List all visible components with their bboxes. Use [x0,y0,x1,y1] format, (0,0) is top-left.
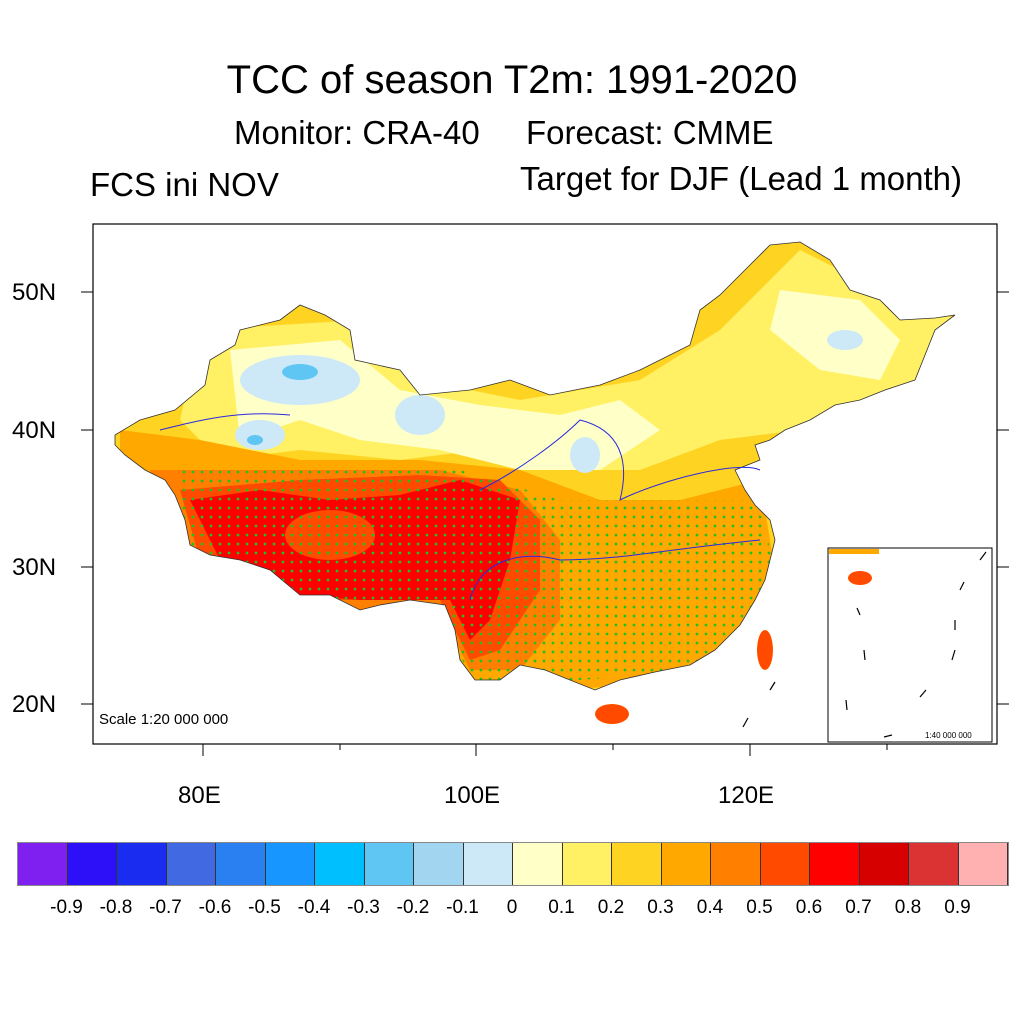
colorbar-label: -0.7 [149,897,182,918]
lon-label: 120E [718,782,775,809]
colorbar-swatch [513,843,563,885]
colorbar-label: 0.5 [746,897,773,918]
lat-label: 50N [12,279,57,306]
lat-label: 30N [12,554,57,581]
init-label: FCS ini NOV [90,166,279,203]
colorbar-swatch [117,843,167,885]
colorbar-label: 0 [506,897,518,918]
rivers [159,413,761,601]
colorbar-label: -0.6 [198,897,232,918]
scale-label: Scale 1:20 000 000 [99,711,229,728]
lat-label: 20N [12,691,57,718]
colorbar-swatch [958,843,1008,885]
lon-label: 100E [444,782,501,809]
colorbar-swatch [166,843,216,885]
colorbar-swatch [18,843,68,885]
colorbar-swatch [711,843,761,885]
colorbar-swatch [859,843,909,885]
colorbar-swatch [364,843,414,885]
colorbar-swatch [67,843,117,885]
map-plot [81,223,1009,756]
colorbar-swatch [414,843,464,885]
inset-scale-label: 1:40 000 000 [925,731,972,740]
colorbar-label: 0.1 [548,897,575,918]
colorbar-label: -0.5 [248,897,281,918]
colorbar-swatch [760,843,810,885]
colorbar-label: -0.8 [99,897,133,918]
colorbar-swatch [463,843,513,885]
forecast-label: Forecast: CMME [526,114,774,151]
colorbar [17,842,1009,886]
colorbar-label: 0.2 [597,897,625,918]
colorbar-label: -0.2 [396,897,430,918]
lat-label: 40N [12,417,57,444]
colorbar-swatch [562,843,612,885]
colorbar-label: -0.3 [347,897,380,918]
colorbar-label: -0.1 [446,897,479,918]
colorbar-label: 0.4 [696,897,724,918]
colorbar-label: 0.9 [944,897,971,918]
target-label: Target for DJF (Lead 1 month) [520,160,963,197]
colorbar-swatch [909,843,959,885]
colorbar-label: 0.3 [647,897,674,918]
colorbar-label: 0.8 [894,897,922,918]
colorbar-swatch [265,843,315,885]
figure-title: TCC of season T2m: 1991-2020 [226,58,798,102]
colorbar-label: -0.4 [297,897,331,918]
colorbar-swatch [216,843,266,885]
colorbar-swatch [315,843,365,885]
colorbar-label: 0.6 [795,897,823,918]
nine-dash-line [742,551,987,738]
monitor-label: Monitor: CRA-40 [234,114,480,151]
lon-label: 80E [178,782,221,809]
colorbar-swatch [612,843,662,885]
colorbar-label: -0.9 [50,897,83,918]
colorbar-swatch [661,843,711,885]
colorbar-label: 0.7 [845,897,872,918]
colorbar-swatch [810,843,860,885]
axis-ticks [81,291,1009,756]
